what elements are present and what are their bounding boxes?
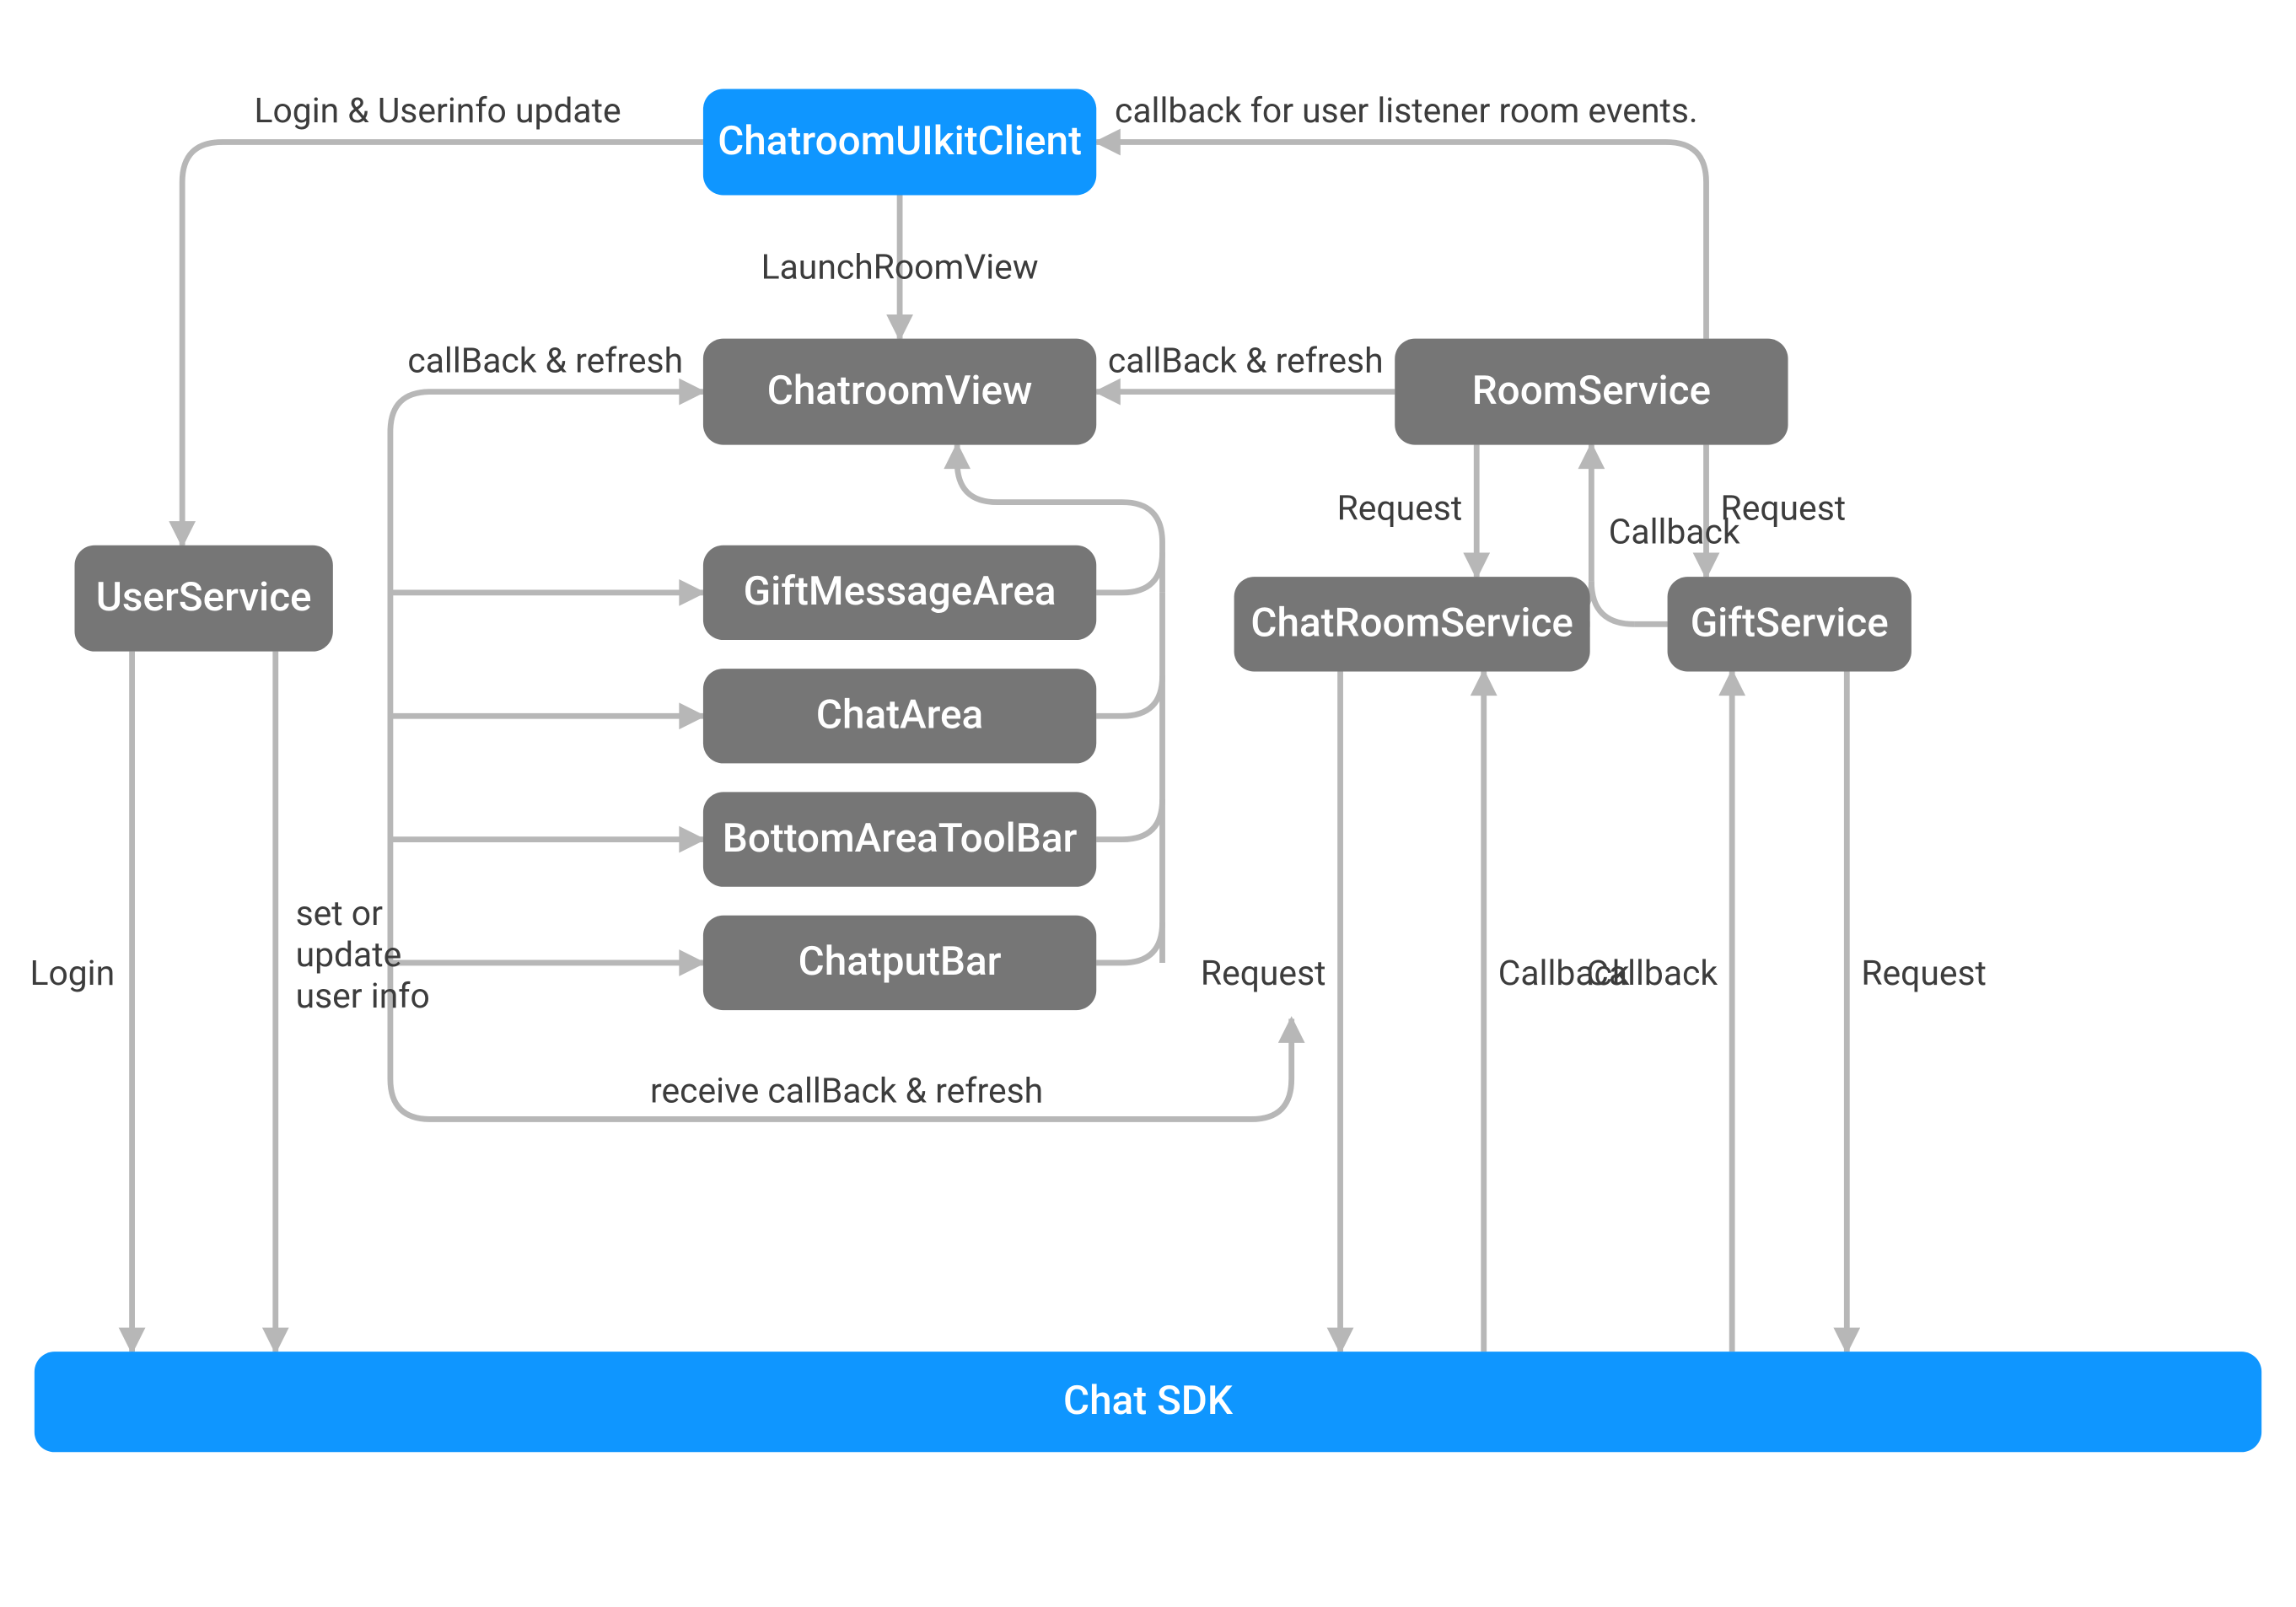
node-roomservice-label: RoomService (1472, 367, 1711, 414)
edge-bus-to-chatroomview (390, 392, 703, 963)
edge-sub-2-stub (1096, 799, 1162, 840)
node-chatsdk: Chat SDK (35, 1352, 2261, 1452)
label-crs-req: Request (1201, 953, 1326, 993)
label-us-set: set orupdateuser info (296, 893, 430, 1016)
node-chatsdk-label: Chat SDK (1063, 1377, 1234, 1424)
label-callback-events: callback for user listener room events. (1115, 90, 1698, 131)
node-chatroomservice-label: ChatRoomService (1250, 599, 1573, 647)
node-roomservice: RoomService (1395, 339, 1788, 445)
label-us-login: Login (30, 953, 115, 993)
node-giftservice-label: GiftService (1691, 599, 1889, 647)
edge-sub-1-stub (1096, 676, 1162, 717)
label-rs-crs-req: Request (1337, 488, 1463, 529)
label-gs-cb: Callback (1586, 953, 1718, 993)
node-chatarea: ChatArea (703, 669, 1096, 763)
label-launchroom: LaunchRoomView (761, 247, 1039, 288)
node-bottombar-label: BottomAreaToolBar (723, 814, 1078, 862)
node-chatput-label: ChatputBar (798, 938, 1002, 985)
node-chatroomservice: ChatRoomService (1234, 577, 1590, 671)
label-rs-cb: Callback (1609, 512, 1740, 552)
label-login-userinfo: Login & Userinfo update (255, 90, 621, 131)
edge-cb-curve-r (1591, 581, 1634, 624)
label-cbrefresh-left: callBack & refresh (407, 340, 683, 380)
label-gs-req: Request (1861, 953, 1987, 993)
node-chatarea-label: ChatArea (816, 691, 983, 739)
node-bottombar: BottomAreaToolBar (703, 792, 1096, 886)
label-recv-refresh: receive callBack & refresh (650, 1071, 1043, 1111)
node-userservice-label: UserService (96, 573, 312, 621)
label-cbrefresh-right: callBack & refresh (1108, 340, 1384, 380)
node-giftservice: GiftService (1668, 577, 1912, 671)
node-userservice: UserService (75, 546, 333, 652)
node-chatput: ChatputBar (703, 916, 1096, 1010)
edge-sub-3-stub (1096, 922, 1162, 963)
node-chatroomview: ChatroomView (703, 339, 1096, 445)
edge-sub-0-stub (1096, 552, 1162, 593)
node-giftmsg: GiftMessageArea (703, 546, 1096, 640)
node-chatroomview-label: ChatroomView (767, 367, 1033, 414)
node-client-label: ChatroomUIkitClient (718, 117, 1082, 164)
node-client: ChatroomUIkitClient (703, 89, 1096, 196)
node-giftmsg-label: GiftMessageArea (744, 567, 1057, 615)
edge-roomservice-callback-to-client (1096, 142, 1706, 338)
